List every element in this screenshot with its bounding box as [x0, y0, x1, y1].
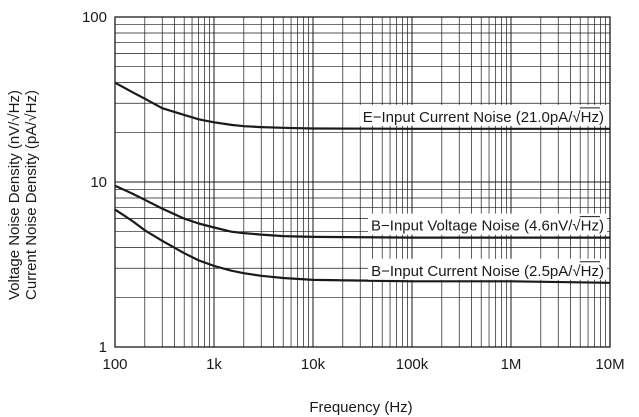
series-line-2	[114, 184, 610, 239]
series-annotations: E−Input Current Noise (21.0pA/√Hz)B−Inpu…	[359, 104, 607, 280]
annotation-main-text: B−Input Voltage Noise (4.6nV/	[371, 218, 573, 235]
annotation-background	[368, 213, 607, 235]
annotation-tail: )	[599, 218, 604, 235]
annotation-3: B−Input Current Noise (2.5pA/√Hz)	[368, 258, 607, 280]
x-tick-label: 100k	[396, 356, 429, 373]
annotation-main-text: B−Input Current Noise (2.5pA/	[371, 263, 573, 280]
annotation-text: E−Input Current Noise (21.0pA/√Hz)	[363, 109, 604, 126]
annotation-text: B−Input Voltage Noise (4.6nV/√Hz)	[371, 218, 604, 235]
series-line-3	[114, 208, 611, 284]
annotation-radicand: Hz	[581, 263, 599, 280]
x-tick-label: 1k	[206, 356, 222, 373]
sqrt-symbol: √	[572, 263, 581, 280]
sqrt-symbol: √	[572, 109, 581, 126]
sqrt-symbol: √	[572, 218, 581, 235]
annotation-background	[359, 104, 607, 126]
x-tick-label: 10M	[595, 356, 624, 373]
annotation-2: B−Input Voltage Noise (4.6nV/√Hz)	[368, 213, 607, 235]
y-axis-title-voltage: Voltage Noise Density (nV/√Hz)	[6, 90, 23, 300]
grid-lines	[114, 17, 610, 348]
y-tick-label: 1	[99, 339, 107, 356]
y-tick-labels: 1 10 100	[82, 9, 107, 356]
x-tick-label: 10k	[301, 356, 326, 373]
plot-frame	[114, 16, 611, 348]
annotation-radicand: Hz	[581, 218, 599, 235]
series-lines	[114, 81, 611, 284]
annotation-1: E−Input Current Noise (21.0pA/√Hz)	[359, 104, 607, 126]
x-tick-label: 100	[102, 356, 127, 373]
x-axis-title: Frequency (Hz)	[309, 399, 412, 416]
annotation-tail: )	[599, 109, 604, 126]
y-axis-title-current: Current Noise Density (pA/√Hz)	[23, 90, 40, 300]
annotation-radicand: Hz	[581, 109, 599, 126]
x-tick-labels: 100 1k 10k 100k 1M 10M	[102, 356, 624, 373]
y-tick-label: 10	[90, 174, 107, 191]
x-tick-label: 1M	[501, 356, 522, 373]
annotation-text: B−Input Current Noise (2.5pA/√Hz)	[371, 263, 604, 280]
annotation-main-text: E−Input Current Noise (21.0pA/	[363, 109, 574, 126]
annotation-background	[368, 258, 607, 280]
annotation-tail: )	[599, 263, 604, 280]
y-tick-label: 100	[82, 9, 107, 26]
series-line-1	[114, 81, 610, 130]
